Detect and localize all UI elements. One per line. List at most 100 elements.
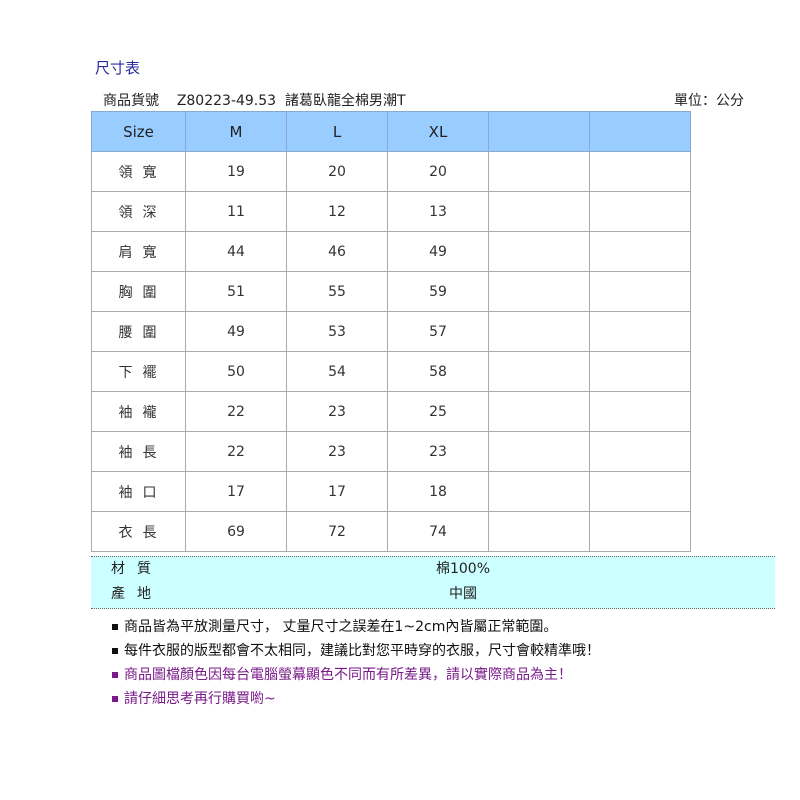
note-text: 請仔細思考再行購買喲~ [124,691,276,707]
row-label: 領深 [91,191,186,232]
product-code: Z80223-49.53 [176,93,277,109]
row-label: 衣長 [91,511,186,552]
table-cell: 23 [286,391,388,432]
table-cell: 55 [286,271,388,312]
table-header-row: Size M L XL [91,111,691,152]
square-bullet-icon [112,696,118,702]
notes-list: 商品皆為平放測量尺寸， 丈量尺寸之誤差在1~2cm內皆屬正常範圍。每件衣服的版型… [112,615,600,711]
note-item: 商品圖檔顏色因每台電腦螢幕顯色不同而有所差異，請以實際商品為主！ [112,663,600,687]
table-cell: 49 [185,311,287,352]
table-cell [589,471,691,512]
row-label: 肩寬 [91,231,186,272]
table-cell: 59 [387,271,489,312]
column-header: L [286,111,388,152]
table-row: 下襬 50 54 58 [91,351,691,392]
table-row: 腰圍 49 53 57 [91,311,691,352]
table-cell: 12 [286,191,388,232]
table-cell: 23 [286,431,388,472]
table-cell: 46 [286,231,388,272]
row-label: 袖長 [91,431,186,472]
table-row: 領寬 19 20 20 [91,151,691,192]
row-label: 腰圍 [91,311,186,352]
details-band: 材質 棉100% 產地 中國 [91,556,775,609]
table-cell: 22 [185,391,287,432]
table-cell: 11 [185,191,287,232]
table-cell [589,191,691,232]
detail-value: 棉100% [435,561,491,577]
row-label: 袖襱 [91,391,186,432]
table-cell [589,351,691,392]
detail-row: 產地 中國 [91,582,775,607]
note-item: 商品皆為平放測量尺寸， 丈量尺寸之誤差在1~2cm內皆屬正常範圍。 [112,615,600,639]
note-text: 商品圖檔顏色因每台電腦螢幕顯色不同而有所差異，請以實際商品為主！ [124,667,572,683]
square-bullet-icon [112,624,118,630]
row-label: 胸圍 [91,271,186,312]
note-item: 每件衣服的版型都會不太相同，建議比對您平時穿的衣服，尺寸會較精準哦！ [112,639,600,663]
product-info: 商品貨號 Z80223-49.53 諸葛臥龍全棉男潮T [103,90,406,110]
table-cell: 54 [286,351,388,392]
detail-value: 中國 [449,586,477,602]
table-cell [589,511,691,552]
table-cell: 20 [387,151,489,192]
table-cell: 49 [387,231,489,272]
row-label: 袖口 [91,471,186,512]
table-row: 肩寬 44 46 49 [91,231,691,272]
table-cell [589,311,691,352]
table-cell: 50 [185,351,287,392]
table-row: 袖長 22 23 23 [91,431,691,472]
unit-label: 單位：公分 [674,93,744,109]
column-header: XL [387,111,489,152]
table-cell: 25 [387,391,489,432]
table-cell [488,191,590,232]
table-cell [589,391,691,432]
table-row: 袖襱 22 23 25 [91,391,691,432]
table-cell: 72 [286,511,388,552]
size-table: Size M L XL 領寬 19 20 20 領深 11 12 13 肩寬 44 46 49 胸圍 51 55 59… [91,111,691,552]
detail-label: 材質 [111,561,163,577]
table-cell: 13 [387,191,489,232]
table-cell: 17 [185,471,287,512]
table-cell: 19 [185,151,287,192]
column-header: Size [91,111,186,152]
column-header [589,111,691,152]
page-title: 尺寸表 [95,59,141,77]
table-cell [488,511,590,552]
table-cell [488,391,590,432]
table-cell: 74 [387,511,489,552]
table-row: 袖口 17 17 18 [91,471,691,512]
table-cell [589,231,691,272]
table-cell: 23 [387,431,489,472]
table-cell [488,351,590,392]
note-item: 請仔細思考再行購買喲~ [112,687,600,711]
detail-label: 產地 [111,586,163,602]
table-row: 胸圍 51 55 59 [91,271,691,312]
table-cell: 69 [185,511,287,552]
table-cell [589,431,691,472]
table-cell: 58 [387,351,489,392]
table-cell [589,151,691,192]
table-cell [589,271,691,312]
square-bullet-icon [112,648,118,654]
table-cell: 51 [185,271,287,312]
table-cell: 17 [286,471,388,512]
table-row: 領深 11 12 13 [91,191,691,232]
table-cell: 57 [387,311,489,352]
table-cell [488,311,590,352]
square-bullet-icon [112,672,118,678]
table-cell [488,271,590,312]
table-cell: 53 [286,311,388,352]
note-text: 商品皆為平放測量尺寸， 丈量尺寸之誤差在1~2cm內皆屬正常範圍。 [124,619,558,635]
table-cell [488,471,590,512]
table-cell: 18 [387,471,489,512]
column-header: M [185,111,287,152]
table-cell: 44 [185,231,287,272]
table-cell: 20 [286,151,388,192]
row-label: 領寬 [91,151,186,192]
table-cell [488,231,590,272]
table-cell [488,151,590,192]
row-label: 下襬 [91,351,186,392]
table-cell [488,431,590,472]
table-cell: 22 [185,431,287,472]
product-code-label: 商品貨號 [103,93,159,109]
note-text: 每件衣服的版型都會不太相同，建議比對您平時穿的衣服，尺寸會較精準哦！ [124,643,600,659]
